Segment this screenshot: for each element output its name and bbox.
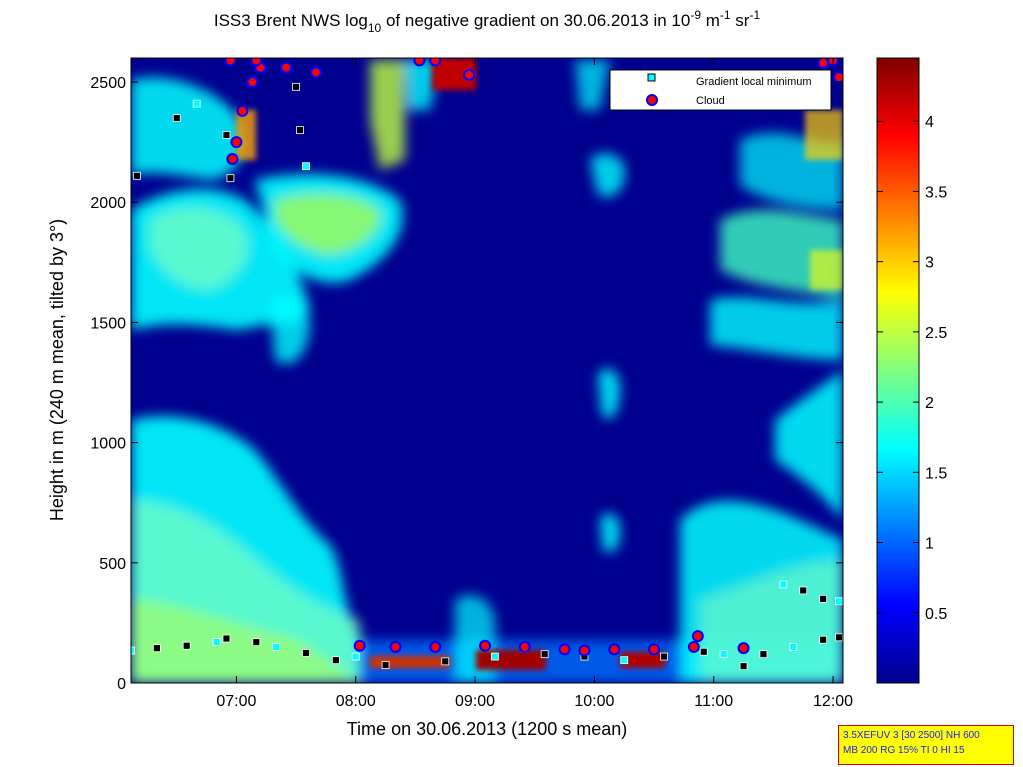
gradient-minimum-point bbox=[131, 646, 135, 655]
gradient-minimum-point bbox=[835, 633, 843, 642]
cloud-point bbox=[224, 58, 237, 67]
gradient-minimum-point bbox=[835, 597, 843, 606]
cloud-point bbox=[578, 644, 591, 657]
cloud-point bbox=[250, 58, 263, 67]
gradient-minimum-point bbox=[172, 114, 181, 122]
cloud-point bbox=[429, 640, 442, 653]
y-tick-label: 500 bbox=[99, 556, 126, 573]
gradient-minimum-point bbox=[819, 635, 828, 644]
gradient-minimum-point bbox=[296, 126, 304, 135]
gradient-minimum-point bbox=[540, 650, 549, 659]
gradient-minimum-point bbox=[779, 580, 788, 589]
gradient-minimum-point bbox=[719, 650, 728, 659]
y-tick-label: 1000 bbox=[90, 436, 126, 453]
gradient-minimum-point bbox=[789, 643, 798, 651]
cloud-point bbox=[246, 76, 259, 89]
cloud-point bbox=[691, 630, 704, 643]
parameter-info-box: 3.5XEFUV 3 [30 2500] NH 600 MB 200 RG 15… bbox=[838, 725, 1014, 765]
x-tick-label: 08:00 bbox=[336, 693, 376, 710]
heatmap-field bbox=[131, 58, 843, 683]
cloud-point bbox=[429, 58, 442, 67]
gradient-minimum-point bbox=[819, 594, 828, 603]
x-axis: 07:00 08:00 09:00 10:00 11:00 12:00 bbox=[216, 58, 853, 710]
colorbar-tick-label: 1 bbox=[925, 536, 934, 553]
gradient-minimum-point bbox=[292, 82, 300, 91]
chart-title: ISS3 Brent NWS log10 of negative gradien… bbox=[214, 8, 761, 35]
plot-frame bbox=[130, 57, 844, 684]
gradient-minimum-point bbox=[441, 657, 450, 666]
cloud-point bbox=[353, 639, 366, 652]
gradient-minimum-point bbox=[799, 586, 808, 595]
y-axis: 0 500 1000 1500 2000 2500 bbox=[90, 75, 843, 693]
gradient-minimum-point bbox=[133, 171, 141, 180]
colorbar-tick-label: 3 bbox=[925, 255, 934, 272]
cloud-point bbox=[226, 152, 239, 165]
gradient-minimum-point bbox=[759, 650, 768, 659]
cloud-point bbox=[608, 643, 621, 656]
x-tick-label: 12:00 bbox=[813, 693, 853, 710]
cloud-point bbox=[389, 640, 402, 653]
gradient-minimum-point bbox=[699, 647, 708, 656]
gradient-minimum-point bbox=[152, 644, 161, 653]
cloud-point bbox=[558, 643, 571, 656]
cloud-point bbox=[230, 136, 243, 149]
x-tick-label: 07:00 bbox=[216, 693, 256, 710]
gradient-minimum-point bbox=[302, 162, 310, 171]
gradient-minimum-point bbox=[212, 638, 221, 647]
x-tick-label: 10:00 bbox=[574, 693, 614, 710]
gradient-minimum-point bbox=[351, 652, 360, 661]
gradient-minimum-point bbox=[252, 638, 261, 647]
y-tick-label: 2000 bbox=[90, 195, 126, 212]
gradient-minimum-point bbox=[620, 656, 629, 665]
gradient-minimum-point bbox=[192, 99, 201, 108]
gradient-minimum-point bbox=[660, 652, 668, 661]
cloud-point bbox=[648, 643, 661, 656]
cloud-markers bbox=[224, 58, 843, 657]
gradient-minimum-point bbox=[739, 662, 748, 671]
colorbar-tick-label: 2 bbox=[925, 395, 934, 412]
y-tick-label: 1500 bbox=[90, 315, 126, 332]
gradient-minimum-markers bbox=[124, 82, 843, 671]
cloud-point bbox=[309, 66, 322, 79]
gradient-minimum-point bbox=[381, 661, 390, 669]
y-tick-label: 2500 bbox=[90, 75, 126, 92]
gradient-minimum-point bbox=[331, 656, 340, 665]
gradient-minimum-point bbox=[222, 131, 231, 139]
gradient-minimum-point bbox=[124, 187, 131, 194]
gradient-minimum-point bbox=[226, 174, 235, 183]
cloud-point bbox=[413, 58, 426, 67]
legend-minimum-swatch bbox=[647, 73, 656, 82]
x-tick-label: 11:00 bbox=[694, 693, 733, 710]
gradient-minimum-point bbox=[182, 641, 191, 650]
gradient-minimum-point bbox=[272, 643, 281, 651]
gradient-minimum-point bbox=[491, 652, 499, 661]
colorbar-tick-label: 0.5 bbox=[925, 606, 947, 623]
legend-cloud-swatch bbox=[646, 94, 658, 106]
colorbar-tick-label: 3.5 bbox=[925, 184, 947, 201]
gradient-minimum-point bbox=[222, 634, 231, 643]
cloud-point bbox=[687, 640, 700, 653]
cloud-point bbox=[737, 642, 750, 655]
y-tick-label: 0 bbox=[117, 676, 126, 693]
colorbar-tick-label: 4 bbox=[925, 114, 934, 131]
cloud-point bbox=[817, 58, 830, 69]
gradient-minimum-point bbox=[302, 649, 310, 657]
legend-cloud-label: Cloud bbox=[696, 95, 725, 107]
x-tick-label: 09:00 bbox=[455, 693, 495, 710]
cloud-point bbox=[236, 104, 249, 117]
info-line-1: 3.5XEFUV 3 [30 2500] NH 600 bbox=[843, 730, 980, 741]
cloud-point bbox=[463, 68, 476, 81]
info-line-2: MB 200 RG 15% TI 0 HI 15 bbox=[843, 745, 965, 756]
colorbar-tick-label: 2.5 bbox=[925, 325, 947, 342]
cloud-point bbox=[479, 639, 492, 652]
y-axis-label: Height in m (240 m mean, tilted by 3°) bbox=[47, 219, 67, 521]
colorbar: 0.5 1 1.5 2 2.5 3 3.5 4 bbox=[876, 57, 947, 684]
legend: Gradient local minimum Cloud bbox=[609, 69, 832, 111]
colorbar-tick-label: 1.5 bbox=[925, 465, 947, 482]
cloud-point bbox=[518, 640, 531, 653]
legend-minimum-label: Gradient local minimum bbox=[696, 76, 812, 88]
x-axis-label: Time on 30.06.2013 (1200 s mean) bbox=[347, 719, 628, 739]
cloud-point bbox=[280, 61, 293, 74]
